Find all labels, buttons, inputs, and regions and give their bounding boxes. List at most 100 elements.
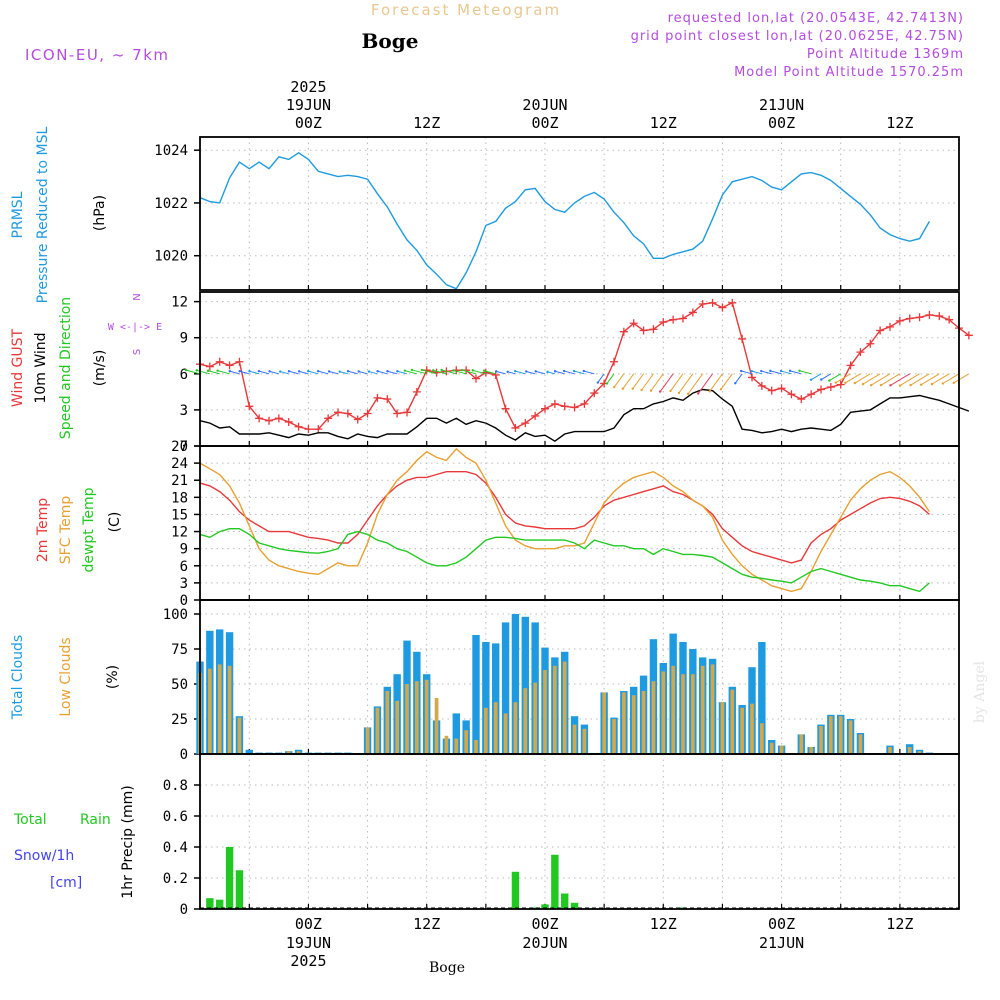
- requested-coords: requested lon,lat (20.0543E, 42.7413N): [668, 11, 964, 26]
- y-tick-label: 1022: [154, 196, 188, 212]
- y-tick-label: 27: [171, 439, 188, 455]
- gust-marker: [866, 339, 875, 348]
- wind-arrow: [829, 373, 841, 382]
- wind-arrow: [810, 373, 822, 381]
- wind-arrow: [249, 370, 260, 375]
- bottom-time-label: 12Z: [413, 915, 440, 933]
- gust-marker: [570, 403, 579, 412]
- wind-arrow: [387, 370, 398, 375]
- wind-arrow: [483, 370, 496, 375]
- gust-marker: [895, 316, 904, 325]
- gust-marker: [255, 414, 264, 423]
- wind-arrow-head: [410, 368, 414, 372]
- gust-marker: [964, 331, 973, 340]
- low-clouds-bar: [888, 747, 892, 754]
- low-clouds-bar: [237, 717, 242, 754]
- total-clouds-bar: [452, 713, 460, 754]
- rain-bar: [541, 904, 549, 909]
- low-clouds-bar: [671, 665, 675, 754]
- low-clouds-bar: [809, 747, 813, 754]
- top-time-label: 00Z: [768, 114, 795, 132]
- total-clouds-bar: [501, 622, 510, 754]
- rain-bar: [561, 893, 569, 909]
- wind-arrow-head: [386, 370, 389, 373]
- wind-arrow-head: [677, 391, 681, 395]
- wind-arrow-head: [440, 368, 443, 372]
- wind-arrow-head: [820, 378, 823, 381]
- low-clouds-bar: [474, 740, 478, 754]
- precip-frame: [199, 753, 960, 910]
- low-clouds-bar: [217, 664, 222, 754]
- wind-arrow: [196, 369, 210, 375]
- wind-arrow: [411, 369, 427, 375]
- wind-arrow: [328, 370, 339, 375]
- gust-marker: [836, 380, 845, 389]
- low-clouds-bar: [464, 730, 468, 754]
- wind-arrow: [920, 373, 940, 386]
- gust-marker: [915, 313, 924, 322]
- total-clouds-bar: [492, 643, 500, 754]
- wind-arrow: [678, 373, 694, 394]
- low-clouds-bar: [681, 674, 685, 754]
- wind-arrow: [613, 373, 625, 388]
- low-clouds-bar: [582, 728, 587, 754]
- gust-marker: [580, 399, 589, 408]
- total-rain-label-1: Total: [13, 812, 47, 828]
- wind-arrow: [734, 373, 743, 384]
- wind-arrow-head: [941, 382, 945, 385]
- wind-arrow: [280, 371, 289, 375]
- wind-arrow: [845, 373, 861, 384]
- wind-arrow: [583, 370, 595, 375]
- wind-arrow: [890, 373, 910, 386]
- location-title: Boge: [362, 29, 419, 53]
- wind-arrow: [780, 370, 792, 375]
- gust-marker: [905, 314, 914, 323]
- gust-marker: [343, 409, 352, 418]
- bottom-time-label: 00Z: [295, 915, 322, 933]
- wind-arrow: [397, 370, 408, 375]
- wind-arrow: [217, 370, 230, 375]
- gust-marker: [511, 423, 520, 432]
- gust-marker: [876, 326, 885, 335]
- top-time-label: 12Z: [413, 114, 440, 132]
- y-tick-label: 9: [180, 542, 188, 558]
- wind-arrow-head: [297, 370, 301, 373]
- series-line-2m-temp: [199, 471, 930, 564]
- low-clouds-bar: [434, 698, 439, 754]
- wind-arrow-head: [216, 369, 219, 372]
- bottom-date-label: 21JUN: [759, 934, 804, 952]
- wind-arrow: [507, 371, 516, 375]
- low-clouds-bar: [572, 724, 577, 754]
- grid-point-coords: grid point closest lon,lat (20.0625E, 42…: [631, 29, 964, 44]
- wind-arrow: [258, 370, 270, 375]
- pressure-panel: 1020 1022 1024: [154, 136, 960, 291]
- precip-panel: 0 0.2 0.4 0.6 0.8: [163, 753, 960, 918]
- low-clouds-bar: [395, 700, 399, 754]
- gust-marker: [728, 298, 737, 307]
- point-altitude: Point Altitude 1369m: [807, 47, 964, 62]
- gust-marker: [324, 414, 333, 423]
- total-clouds-bar: [521, 616, 529, 754]
- low-clouds-bar: [779, 745, 784, 754]
- wind-arrow: [697, 373, 713, 394]
- series-line-sfc-temp: [199, 447, 930, 593]
- wind-arrow: [622, 373, 635, 389]
- total-rain-label-2: Rain: [80, 812, 111, 828]
- wind-arrow: [269, 370, 279, 375]
- wind-arrow-head: [396, 370, 399, 373]
- wind-arrow-head: [596, 381, 599, 384]
- snow-unit: [cm]: [50, 875, 82, 891]
- gust-marker: [846, 361, 855, 370]
- low-clouds-bar: [493, 702, 498, 754]
- temp-unit: (C): [107, 512, 123, 533]
- pressure-msl-label: Pressure Reduced to MSL: [35, 126, 51, 303]
- low-clouds-bar: [740, 707, 744, 754]
- wind-arrow: [799, 370, 812, 375]
- low-clouds-bar: [691, 674, 695, 754]
- wind-arrow-head: [279, 370, 282, 373]
- clouds-frame: [199, 599, 960, 755]
- wind-arrow: [835, 373, 851, 384]
- y-tick-label: 12: [171, 525, 188, 541]
- gust-marker: [363, 409, 372, 418]
- wind-arrow: [870, 373, 891, 386]
